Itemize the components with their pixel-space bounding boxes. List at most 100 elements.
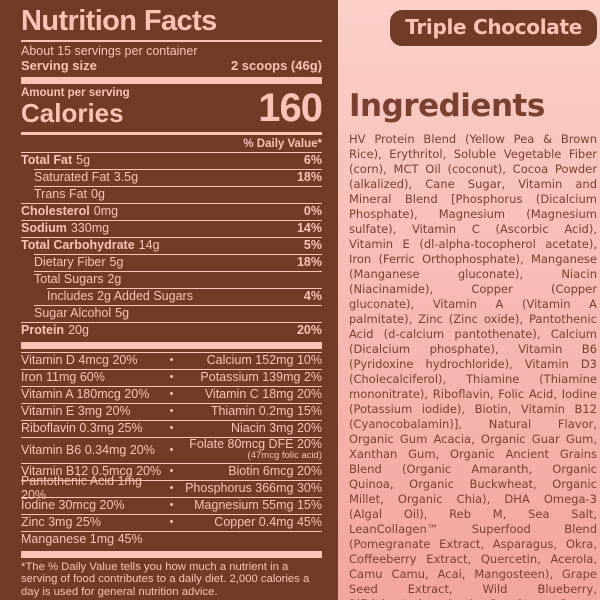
- micronutrient-left: Iodine 30mcg 20%: [21, 498, 125, 512]
- micronutrient-right: Copper 0.4mg 45%: [214, 514, 322, 529]
- micronutrient-row: Iron 11mg 60% • Potassium 139mg 2%: [21, 368, 322, 386]
- micronutrient-right: Folate 80mcg DFE 20% (47mcg folic acid): [179, 437, 322, 461]
- flavor-badge-label: Triple Chocolate: [405, 15, 582, 39]
- bullet-separator: •: [169, 354, 174, 366]
- micronutrient-left: Pantothenic Acid 1mg 20%: [21, 474, 142, 502]
- daily-value: 20%: [296, 323, 322, 337]
- micronutrient-row-folate: Vitamin B6 0.34mg 20% • Folate 80mcg DFE…: [21, 436, 322, 463]
- micronutrient-grid: Vitamin D 4mcg 20% • Calcium 152mg 10% I…: [21, 351, 322, 548]
- nutrient-name: Total Carbohydrate: [21, 238, 135, 252]
- daily-value: 4%: [303, 289, 322, 303]
- nutrient-row-cholesterol: Cholesterol 0mg 0%: [21, 202, 322, 220]
- nutrient-name: Trans Fat: [34, 187, 88, 201]
- thick-bar: [21, 341, 322, 349]
- daily-value: 5%: [303, 238, 322, 252]
- nutrient-row-sugar-alcohol: Sugar Alcohol 5g: [21, 304, 322, 322]
- micronutrient-right: Phosphorus 366mg 30%: [185, 480, 322, 495]
- nutrient-amount: 3.5g: [113, 170, 139, 184]
- calories-value: 160: [258, 85, 323, 130]
- micronutrient-left: Iron 11mg 60%: [21, 370, 105, 384]
- nutrient-name: Protein: [21, 323, 65, 337]
- micronutrient-left: Zinc 3mg 25%: [21, 515, 101, 529]
- folate-value: Folate 80mcg DFE 20%: [189, 437, 322, 451]
- calories-label: Calories: [21, 97, 124, 128]
- bullet-separator: •: [169, 422, 174, 434]
- medium-bar: [21, 131, 322, 135]
- amount-per-serving-label: Amount per serving: [21, 86, 130, 99]
- bullet-separator: •: [169, 516, 174, 528]
- nutrient-name: Total Fat: [21, 153, 73, 167]
- nutrient-name: Sodium: [21, 221, 67, 235]
- nutrient-amount: 0g: [91, 187, 105, 201]
- nutrient-amount: 0mg: [93, 204, 119, 218]
- micronutrient-right: Niacin 3mg 20%: [230, 420, 322, 435]
- micronutrient-row: Iodine 30mcg 20% • Magnesium 55mg 15%: [21, 496, 322, 514]
- bullet-separator: •: [169, 371, 174, 383]
- nutrition-facts-panel: Nutrition Facts About 15 servings per co…: [0, 0, 338, 600]
- nutrient-name: Total Sugars: [34, 272, 104, 286]
- nutrient-amount: 14g: [138, 238, 160, 252]
- micronutrient-left: Riboflavin 0.3mg 25%: [21, 421, 143, 435]
- calories-row: Calories 160: [21, 87, 323, 130]
- bullet-separator: •: [169, 499, 174, 511]
- micronutrient-left: Vitamin E 3mg 20%: [21, 404, 131, 418]
- nutrient-row-trans-fat: Trans Fat 0g: [21, 185, 322, 203]
- micronutrient-row: Pantothenic Acid 1mg 20% • Phosphorus 36…: [21, 474, 322, 502]
- nutrient-row-total-sugars: Total Sugars 2g: [21, 270, 322, 288]
- micronutrient-right: Thiamin 0.2mg 15%: [210, 403, 322, 418]
- nutrient-row-added-sugars: Includes 2g Added Sugars 4%: [21, 287, 322, 305]
- nutrient-row-total-fat: Total Fat 5g 6%: [21, 151, 322, 169]
- daily-value: 6%: [303, 153, 322, 167]
- micronutrient-left: Vitamin B12 0.5mcg 20%: [21, 464, 162, 478]
- micronutrient-left: Vitamin D 4mcg 20%: [21, 353, 138, 367]
- nutrient-amount: 2g: [107, 272, 122, 286]
- serving-size-label: Serving size: [21, 57, 97, 73]
- nutrient-name: Includes 2g Added Sugars: [47, 289, 193, 303]
- daily-value-header: % Daily Value*: [243, 137, 322, 150]
- micronutrient-row: Vitamin D 4mcg 20% • Calcium 152mg 10%: [21, 351, 322, 369]
- bullet-separator: •: [169, 443, 174, 456]
- bullet-separator: •: [169, 465, 174, 477]
- micronutrient-right: Magnesium 55mg 15%: [194, 497, 322, 512]
- nutrient-rows: Total Fat 5g 6% Saturated Fat 3.5g 18% Tra…: [21, 151, 322, 339]
- nutrition-facts-title: Nutrition Facts: [21, 5, 217, 37]
- micronutrient-row: Riboflavin 0.3mg 25% • Niacin 3mg 20%: [21, 419, 322, 437]
- micronutrient-left: Vitamin B6 0.34mg 20%: [21, 442, 155, 457]
- nutrient-row-protein: Protein 20g 20%: [21, 321, 322, 339]
- folate-sub-value: (47mcg folic acid): [247, 450, 322, 461]
- micronutrient-row: Vitamin A 180mcg 20% • Vitamin C 18mg 20…: [21, 385, 322, 403]
- daily-value: 14%: [296, 221, 322, 235]
- micronutrient-right: Vitamin C 18mg 20%: [204, 386, 322, 401]
- micronutrient-row-manganese: Manganese 1mg 45%: [21, 530, 322, 548]
- ingredients-text: HV Protein Blend (Yellow Pea & Brown Ric…: [349, 132, 597, 600]
- nutrient-row-total-carbohydrate: Total Carbohydrate 14g 5%: [21, 236, 322, 254]
- nutrient-name: Dietary Fiber: [34, 255, 106, 269]
- daily-value: 18%: [296, 170, 322, 184]
- micronutrient-row: Zinc 3mg 25% • Copper 0.4mg 45%: [21, 513, 322, 531]
- nutrient-name: Saturated Fat: [34, 170, 110, 184]
- nutrient-row-saturated-fat: Saturated Fat 3.5g 18%: [21, 168, 322, 186]
- title-divider: [21, 40, 322, 42]
- micronutrient-right: Potassium 139mg 2%: [200, 369, 322, 384]
- bullet-separator: •: [169, 405, 174, 417]
- nutrient-name: Sugar Alcohol: [34, 306, 112, 320]
- nutrient-name: Cholesterol: [21, 204, 90, 218]
- nutrient-amount: 5g: [76, 153, 91, 167]
- nutrient-row-dietary-fiber: Dietary Fiber 5g 18%: [21, 253, 322, 271]
- thick-bar: [21, 76, 322, 84]
- daily-value: 0%: [303, 204, 322, 218]
- flavor-panel: Triple Chocolate Ingredients HV Protein …: [338, 0, 600, 600]
- bullet-separator: •: [169, 482, 174, 494]
- daily-value-footnote: *The % Daily Value tells you how much a …: [21, 560, 310, 599]
- flavor-badge: Triple Chocolate: [390, 10, 597, 46]
- micronutrient-left: Manganese 1mg 45%: [21, 532, 143, 546]
- nutrient-amount: 330mg: [70, 221, 110, 235]
- micronutrient-right: Biotin 6mcg 20%: [228, 463, 322, 478]
- serving-size-value: 2 scoops (46g): [230, 57, 322, 73]
- micronutrient-row: Vitamin B12 0.5mcg 20% • Biotin 6mcg 20%: [21, 462, 322, 480]
- nutrient-amount: 5g: [109, 255, 124, 269]
- ingredients-heading: Ingredients: [349, 88, 545, 124]
- micronutrient-left: Vitamin A 180mcg 20%: [21, 387, 150, 401]
- serving-size-row: Serving size 2 scoops (46g): [21, 58, 322, 74]
